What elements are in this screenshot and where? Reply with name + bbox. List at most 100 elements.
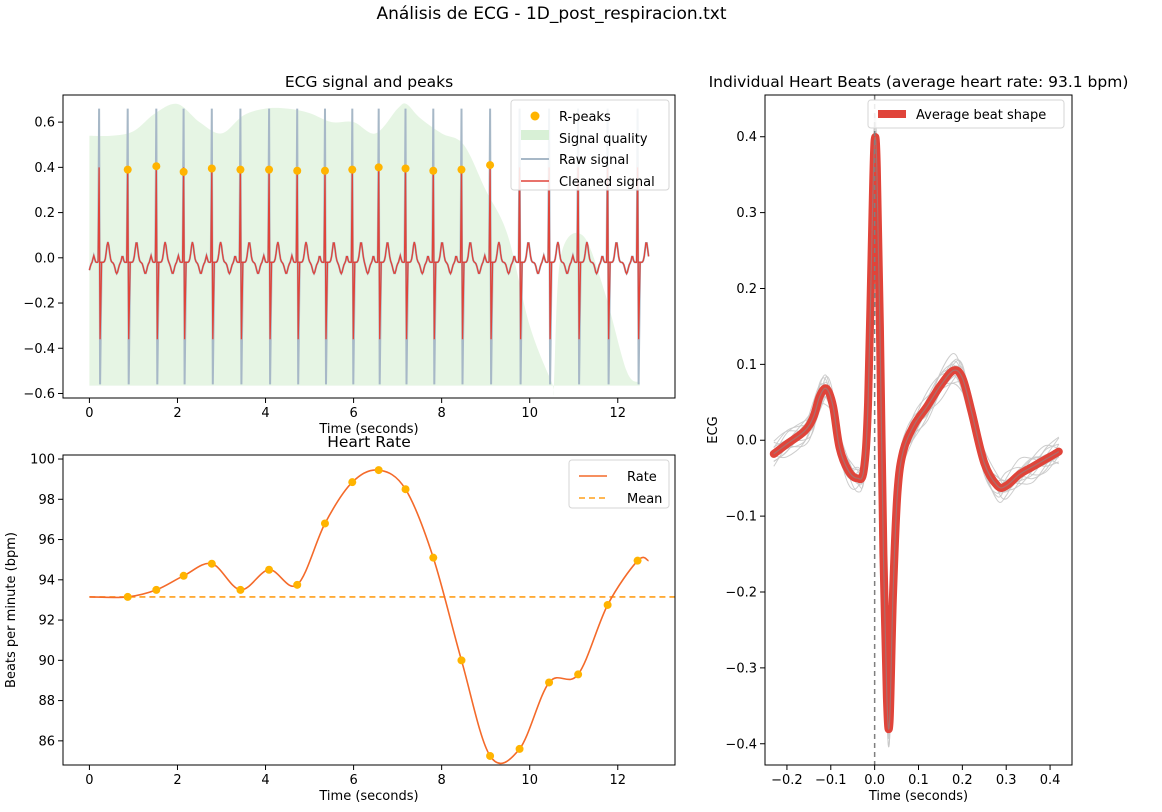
hr-xtick-label: 12 — [609, 773, 626, 788]
ecg-xtick-label: 0 — [85, 406, 93, 421]
beats-ytick-label: 0.1 — [736, 358, 757, 373]
legend-r-peaks-marker — [530, 111, 540, 121]
rate-line — [89, 469, 649, 765]
ecg-xlabel: Time (seconds) — [318, 422, 418, 437]
legend-signal-quality-label: Signal quality — [559, 132, 648, 147]
ecg-ytick-label: 0.2 — [34, 206, 55, 221]
legend-rate-label: Rate — [627, 470, 657, 485]
r-peak-point — [374, 163, 383, 172]
rate-point — [429, 553, 438, 562]
rate-point — [152, 585, 161, 594]
ecg-xtick-label: 8 — [438, 406, 446, 421]
beats-ytick-label: −0.2 — [725, 585, 757, 600]
ecg-ytick-label: 0.0 — [34, 251, 55, 266]
rate-point — [401, 485, 410, 494]
signal-quality-area — [89, 103, 640, 396]
beats-ytick-label: 0.2 — [736, 282, 757, 297]
individual-beat-line — [773, 151, 1060, 722]
hr-xtick-label: 0 — [85, 773, 93, 788]
ecg-ytick-label: 0.4 — [34, 161, 55, 176]
rate-point — [207, 559, 216, 568]
beats-legend: Average beat shape — [867, 99, 1065, 129]
rate-point — [236, 585, 245, 594]
beats-xtick-label: −0.1 — [815, 773, 847, 788]
r-peak-point — [152, 162, 161, 171]
cleaned-signal-line — [88, 167, 650, 340]
r-peak-point — [293, 166, 302, 175]
individual-beat-line — [773, 135, 1060, 747]
r-peak-point — [265, 165, 274, 174]
rate-point — [348, 478, 357, 487]
r-peak-point — [429, 166, 438, 175]
individual-beat-line — [773, 151, 1060, 732]
hr-ytick-label: 98 — [38, 493, 55, 508]
ecg-title: ECG signal and peaks — [285, 73, 453, 91]
ecg-xtick-label: 6 — [349, 406, 357, 421]
average-beat-core-line — [773, 136, 1060, 730]
beats-xtick-label: −0.2 — [771, 773, 803, 788]
ecg-ytick-label: −0.2 — [23, 297, 55, 312]
individual-beat-line — [773, 130, 1060, 748]
beats-ytick-label: 0.4 — [736, 130, 757, 145]
hr-ytick-label: 96 — [38, 533, 55, 548]
hr-xtick-label: 8 — [438, 773, 446, 788]
average-beat-line — [769, 133, 1063, 733]
beats-title: Individual Heart Beats (average heart ra… — [709, 73, 1129, 91]
rate-point — [457, 656, 466, 665]
hr-xtick-label: 10 — [521, 773, 538, 788]
ecg-plot-area — [88, 103, 650, 396]
rate-point — [265, 565, 274, 574]
legend-average-beat-label: Average beat shape — [916, 108, 1046, 123]
rate-point — [574, 670, 583, 679]
beats-legend-frame — [867, 99, 1065, 129]
rate-point — [545, 678, 554, 687]
r-peak-point — [348, 165, 357, 174]
beats-ytick-label: 0.3 — [736, 206, 757, 221]
rate-point — [374, 466, 383, 475]
ecg-frame — [62, 94, 676, 399]
beats-xlabel: Time (seconds) — [868, 789, 968, 804]
hr-ytick-label: 88 — [38, 694, 55, 709]
legend-cleaned-signal-label: Cleaned signal — [559, 175, 655, 190]
ecg-xtick-label: 12 — [609, 406, 626, 421]
hr-ytick-label: 100 — [30, 453, 55, 468]
r-peak-point — [207, 164, 216, 173]
individual-beat-line — [773, 140, 1060, 739]
ecg-legend: R-peaks Signal quality Raw signal Cleaned s… — [510, 99, 670, 191]
beats-ylabel: ECG — [706, 416, 721, 443]
hr-ytick-label: 92 — [38, 614, 55, 629]
beats-xtick-label: 0.0 — [864, 773, 885, 788]
hr-frame — [62, 454, 676, 766]
hr-ytick-label: 90 — [38, 654, 55, 669]
r-peak-point — [457, 165, 466, 174]
ecg-xtick-label: 10 — [521, 406, 538, 421]
r-peak-point — [486, 161, 495, 170]
hr-title: Heart Rate — [327, 433, 411, 451]
ecg-legend-frame — [510, 99, 670, 191]
beats-plot-area — [769, 95, 1063, 765]
hr-xtick-label: 4 — [261, 773, 269, 788]
ecg-ytick-label: −0.4 — [23, 342, 55, 357]
rate-point — [179, 571, 188, 580]
legend-r-peaks-label: R-peaks — [559, 110, 611, 125]
beats-ytick-label: 0.0 — [736, 434, 757, 449]
beats-xtick-label: 0.4 — [1040, 773, 1061, 788]
hr-legend: Rate Mean — [568, 459, 670, 509]
beats-xtick-label: 0.2 — [952, 773, 973, 788]
legend-raw-signal-label: Raw signal — [559, 153, 629, 168]
individual-beat-line — [773, 135, 1059, 732]
r-peak-point — [320, 166, 329, 175]
rate-point — [603, 600, 612, 609]
ecg-ytick-label: −0.6 — [23, 387, 55, 402]
rate-point — [123, 592, 132, 601]
rate-point — [515, 744, 524, 753]
hr-ytick-label: 86 — [38, 734, 55, 749]
r-peak-point — [179, 167, 188, 176]
ecg-xtick-label: 2 — [173, 406, 181, 421]
hr-axes: 0 2 4 6 8 10 12 86 88 90 92 94 96 98 100 Heart Rate Time… — [4, 433, 626, 804]
beats-xtick-label: 0.3 — [996, 773, 1017, 788]
figure-suptitle: Análisis de ECG - 1D_post_respiracion.tx… — [376, 4, 727, 24]
beats-ytick-label: −0.4 — [725, 737, 757, 752]
rate-point — [320, 519, 329, 528]
legend-mean-label: Mean — [627, 492, 662, 507]
